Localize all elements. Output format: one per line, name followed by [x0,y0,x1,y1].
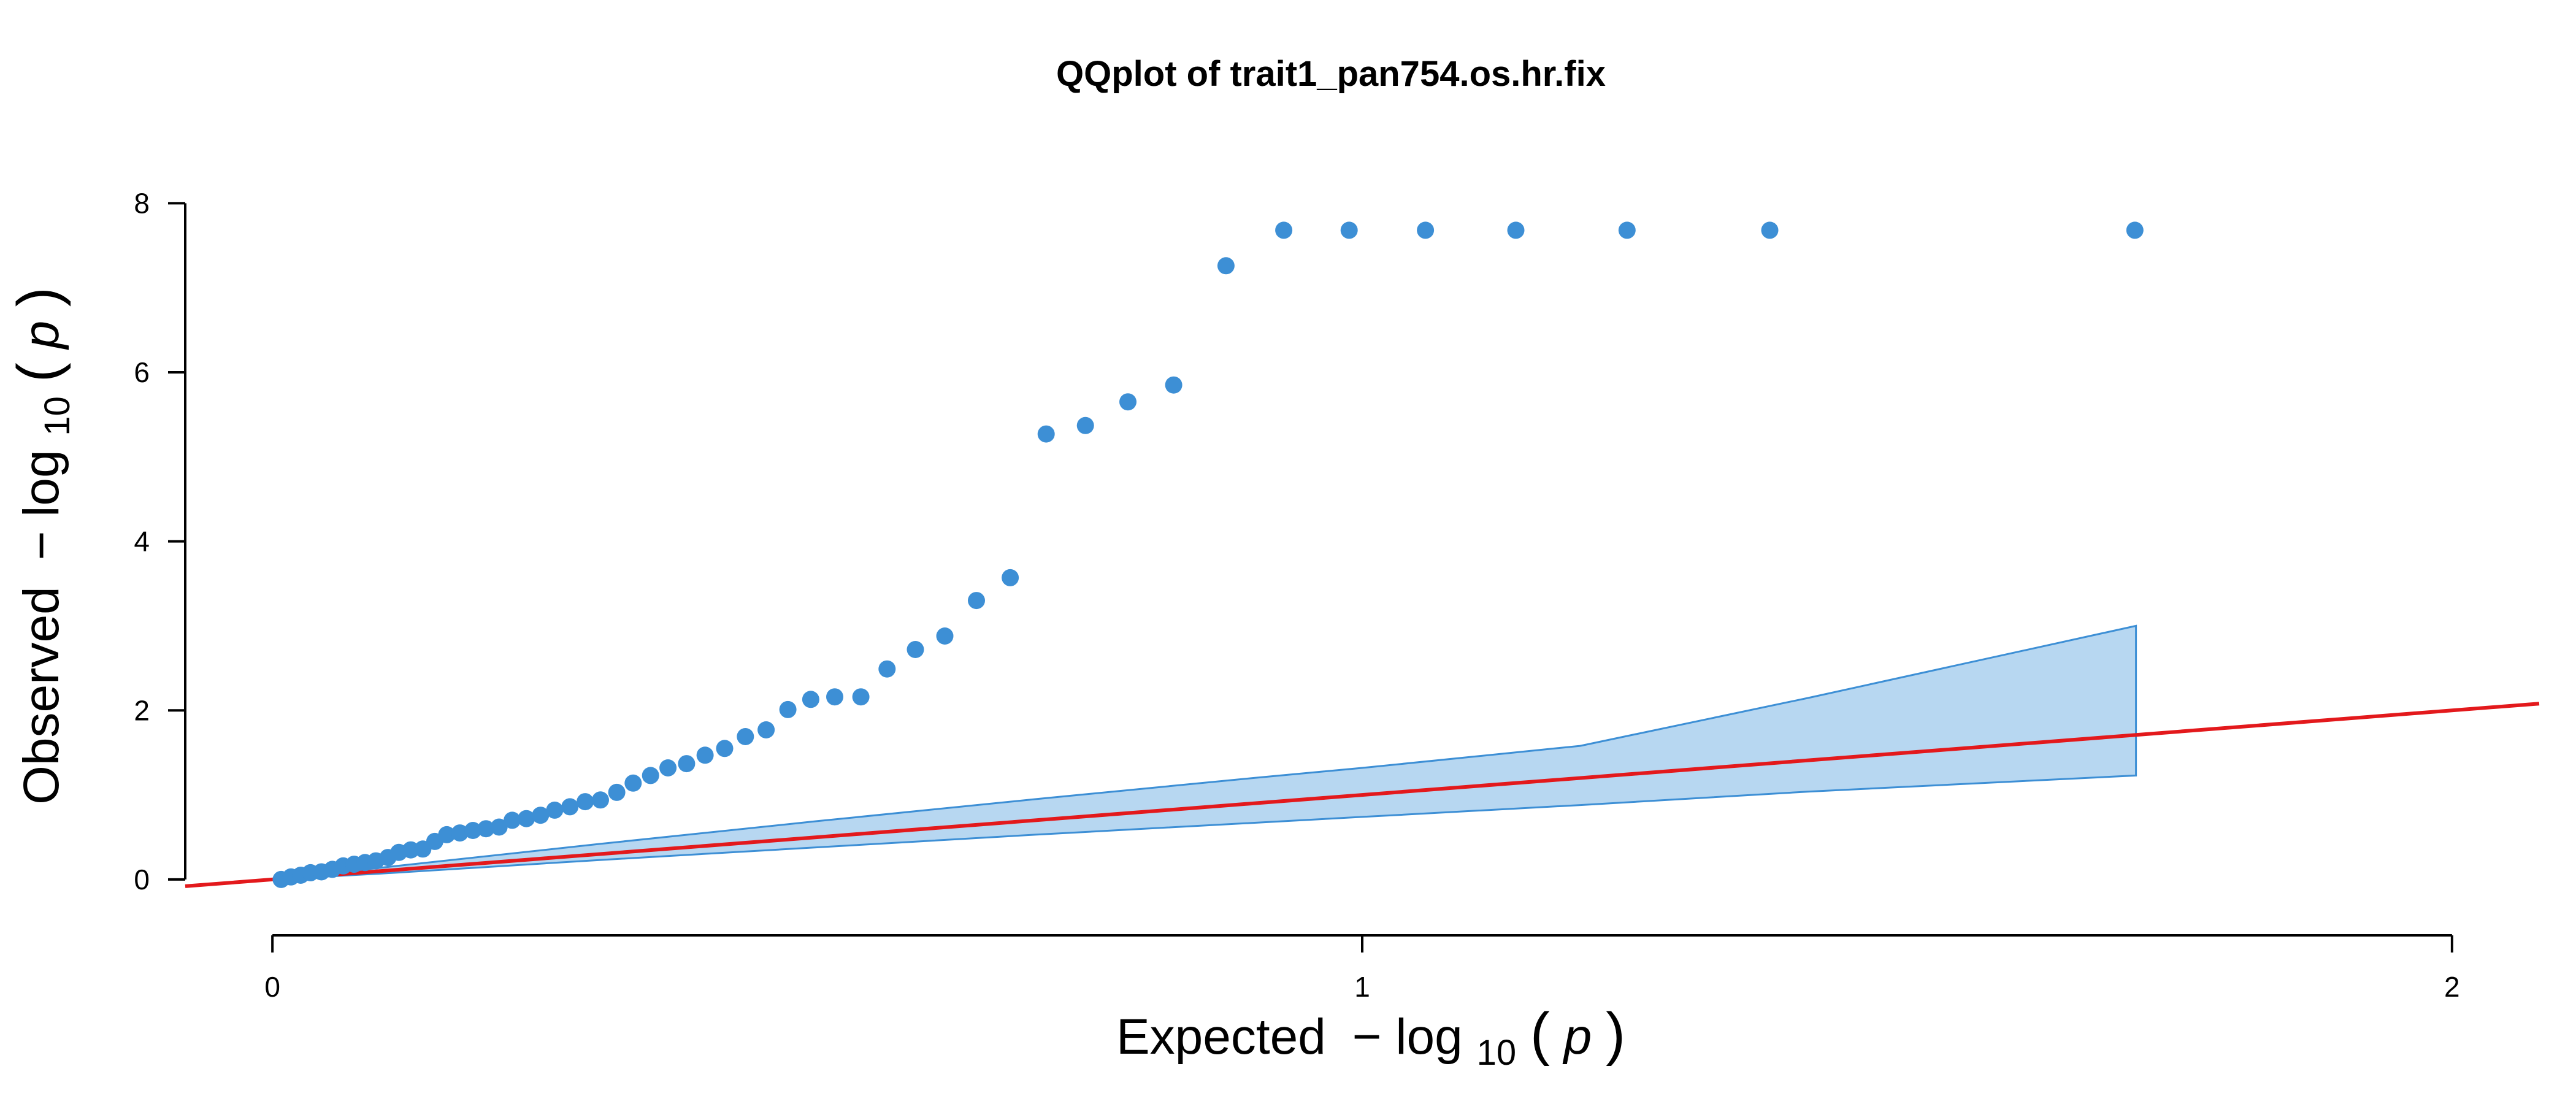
y-axis-title-prefix: Observed [13,586,69,805]
data-point [2126,221,2144,239]
data-point [757,721,775,738]
y-axis-title-base: 10 [37,396,77,436]
y-tick-label: 8 [134,187,150,219]
y-axis-title-log: log [13,450,69,516]
data-point [659,759,677,776]
y-tick-label: 6 [134,356,150,388]
data-point [1417,221,1435,239]
data-point [1119,393,1137,411]
data-point [592,791,609,809]
data-point [1002,569,1019,586]
y-axis-title-var: p [13,321,69,351]
data-point [802,691,819,708]
x-axis-title: Expected − log 10 ( p ) [1116,1001,1625,1076]
data-point [716,740,734,757]
data-point [852,688,870,706]
data-point [464,822,482,839]
y-tick-label: 2 [134,694,150,726]
data-point [1217,257,1235,275]
x-tick-label: 1 [1354,971,1370,1003]
data-point [477,820,495,838]
data-point [907,641,924,658]
x-tick-label: 0 [264,971,280,1003]
data-point [696,746,714,764]
data-point [546,801,564,819]
y-axis-title: Observed − log 10 ( p ) [6,287,80,805]
data-point [642,767,659,784]
reference-line-layer [185,702,2540,888]
x-axis-title-close: ) [1606,1001,1625,1067]
confidence-band [272,624,2137,881]
data-point [577,793,594,811]
data-point [438,826,456,843]
data-point [1076,416,1094,434]
y-axis-ticks: 0 2 4 6 8 [134,187,185,895]
y-tick-label: 4 [134,526,150,558]
axes: 0 1 2 0 2 4 6 8 [134,187,2459,1003]
x-axis-title-prefix: Expected [1116,1009,1326,1065]
data-point [779,700,797,718]
data-point [1275,221,1293,239]
x-tick-label: 2 [2444,971,2460,1003]
x-axis-title-base: 10 [1477,1033,1517,1073]
y-axis-title-close: ) [6,287,71,307]
data-point [1165,376,1183,394]
data-point [826,688,843,706]
data-points-layer [272,221,2144,888]
data-point [1761,221,1779,239]
data-point [968,592,985,610]
confidence-band-layer [272,624,2137,881]
data-point [504,811,521,829]
y-axis-title-open: ( [6,362,71,382]
data-point [936,627,954,645]
data-point [737,728,754,745]
data-point [878,660,896,678]
y-axis-title-minus: − [13,531,69,561]
x-axis-title-open: ( [1530,1001,1550,1067]
data-point [608,783,626,801]
reference-line [185,702,2540,888]
data-point [1340,221,1358,239]
chart-title: QQplot of trait1_pan754.os.hr.fix [1056,54,1606,94]
data-point [678,755,696,773]
data-point [518,810,535,827]
x-axis-title-minus: − [1352,1009,1382,1065]
data-point [451,824,469,842]
data-point [624,774,642,792]
data-point [1037,425,1055,443]
data-point [1618,221,1636,239]
x-axis-ticks: 0 1 2 [264,935,2460,1003]
x-axis-title-var: p [1562,1009,1592,1065]
data-point [561,798,579,816]
y-tick-label: 0 [134,864,150,895]
data-point [1507,221,1525,239]
x-axis-title-log: log [1395,1009,1462,1065]
data-point [532,807,550,824]
data-point [490,818,508,836]
